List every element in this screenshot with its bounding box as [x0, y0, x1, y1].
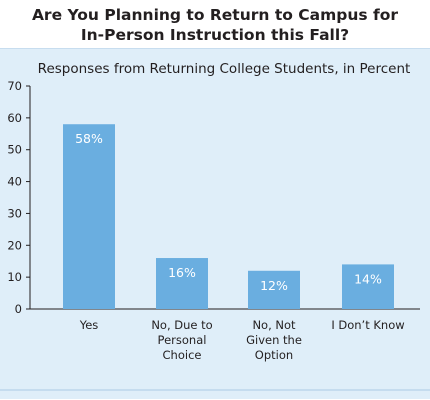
y-tick-label: 50 [7, 143, 22, 157]
category-label: Given the [246, 333, 302, 347]
y-tick-label: 30 [7, 206, 22, 220]
chart-title: Are You Planning to Return to Campus for… [0, 5, 430, 45]
category-label: No, Due to [151, 318, 212, 332]
chart-title-line-1: Are You Planning to Return to Campus for [31, 6, 399, 24]
y-tick-label: 70 [7, 79, 22, 93]
bar [342, 264, 394, 309]
panel-bottom-border [0, 389, 430, 391]
data-label: 58% [75, 131, 103, 146]
data-label: 16% [168, 265, 196, 280]
category-label: No, Not [252, 318, 296, 332]
category-label: Option [255, 348, 293, 362]
bar [156, 258, 208, 309]
y-tick-label: 10 [7, 270, 22, 284]
category-label: Personal [158, 333, 207, 347]
category-label: Yes [79, 318, 99, 332]
y-tick-label: 60 [7, 111, 22, 125]
chart-bars [63, 124, 394, 309]
category-label: I Don’t Know [331, 318, 404, 332]
data-label: 14% [354, 271, 382, 286]
category-label: Choice [163, 348, 202, 362]
data-label: 12% [260, 278, 288, 293]
chart-subtitle: Responses from Returning College Student… [38, 61, 411, 77]
chart-title-line-2: In-Person Instruction this Fall? [80, 26, 350, 44]
bar [63, 124, 115, 309]
y-tick-label: 40 [7, 175, 22, 189]
y-tick-label: 20 [7, 238, 22, 252]
y-tick-label: 0 [15, 302, 22, 316]
bar [248, 270, 300, 309]
